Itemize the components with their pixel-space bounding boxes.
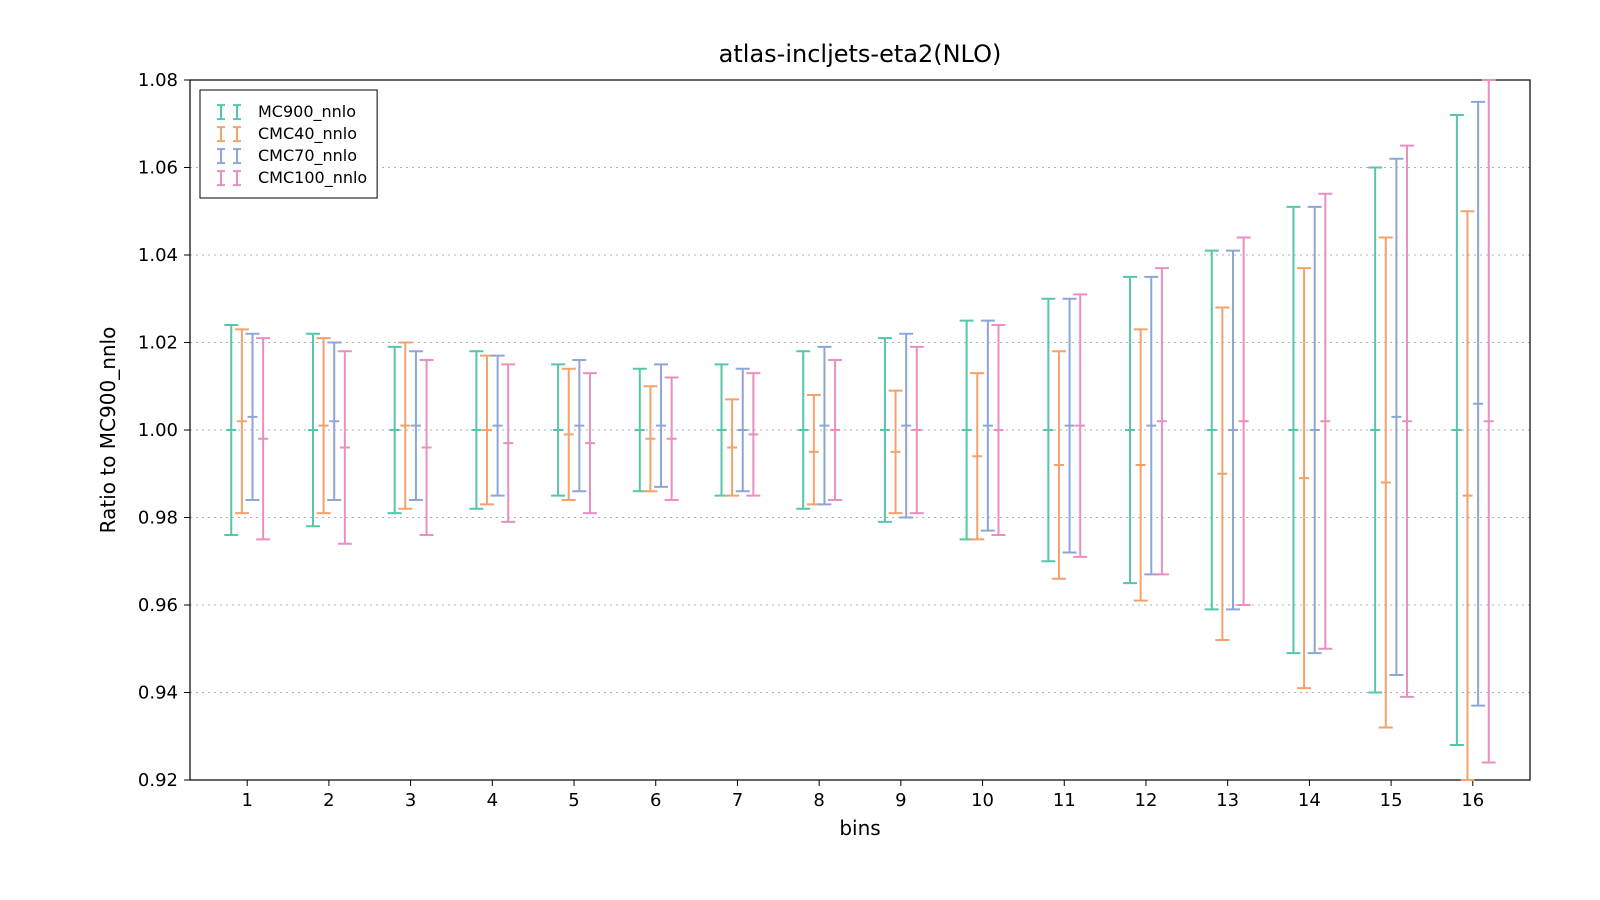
y-axis-label: Ratio to MC900_nnlo (96, 327, 120, 534)
xtick-label: 6 (650, 790, 661, 811)
legend-label: MC900_nnlo (258, 102, 356, 122)
ytick-label: 1.08 (138, 70, 178, 91)
ytick-label: 0.96 (138, 595, 178, 616)
xtick-label: 16 (1461, 790, 1484, 811)
ytick-label: 1.00 (138, 420, 178, 441)
ytick-label: 1.02 (138, 333, 178, 354)
chart-container: 0.920.940.960.981.001.021.041.061.081234… (0, 0, 1600, 900)
xtick-label: 4 (487, 790, 498, 811)
ytick-label: 1.06 (138, 158, 178, 179)
legend-label: CMC70_nnlo (258, 146, 357, 166)
xtick-label: 9 (895, 790, 906, 811)
xtick-label: 12 (1135, 790, 1158, 811)
xtick-label: 5 (568, 790, 579, 811)
xtick-label: 3 (405, 790, 416, 811)
xtick-label: 11 (1053, 790, 1076, 811)
xtick-label: 15 (1380, 790, 1403, 811)
xtick-label: 10 (971, 790, 994, 811)
x-axis-label: bins (839, 816, 880, 840)
ytick-label: 0.94 (138, 683, 178, 704)
xtick-label: 7 (732, 790, 743, 811)
errorbar-chart: 0.920.940.960.981.001.021.041.061.081234… (0, 0, 1600, 900)
chart-title: atlas-incljets-eta2(NLO) (719, 40, 1002, 68)
legend-label: CMC40_nnlo (258, 124, 357, 144)
xtick-label: 1 (241, 790, 252, 811)
xtick-label: 8 (813, 790, 824, 811)
ytick-label: 0.92 (138, 770, 178, 791)
legend-label: CMC100_nnlo (258, 168, 367, 188)
ytick-label: 1.04 (138, 245, 178, 266)
xtick-label: 14 (1298, 790, 1321, 811)
xtick-label: 2 (323, 790, 334, 811)
xtick-label: 13 (1216, 790, 1239, 811)
ytick-label: 0.98 (138, 508, 178, 529)
